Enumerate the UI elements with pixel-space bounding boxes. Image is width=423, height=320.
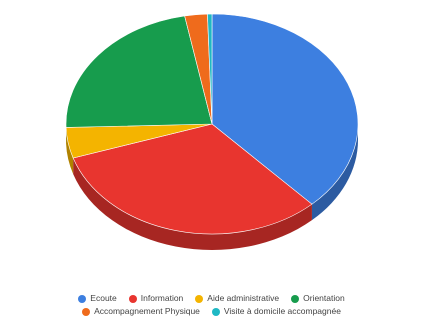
legend-swatch-accompagnement-physique (82, 307, 91, 316)
pie-chart (65, 13, 359, 250)
pie-slice-orientation[interactable] (65, 15, 213, 128)
pie-side-aide-administrative (66, 127, 74, 174)
legend-swatch-information (128, 294, 137, 303)
legend-row-1: Ecoute Information Aide administrative O… (0, 293, 423, 304)
pie-slice-ecoute[interactable] (211, 13, 359, 205)
legend-row-2: Accompagnement Physique Visite à domicil… (0, 306, 423, 317)
legend-label-visite-domicile: Visite à domicile accompagnée (223, 306, 341, 316)
legend-item-orientation[interactable]: Orientation (291, 293, 345, 304)
legend-item-information[interactable]: Information (128, 293, 184, 304)
legend-item-ecoute[interactable]: Ecoute (78, 293, 117, 304)
legend-label-ecoute: Ecoute (90, 293, 117, 303)
legend-swatch-orientation (291, 294, 300, 303)
legend-swatch-visite-domicile (211, 307, 220, 316)
legend-label-orientation: Orientation (303, 293, 345, 303)
legend-label-aide-administrative: Aide administrative (207, 293, 280, 303)
pie-slice-visite-a-domicile-accompagnee[interactable] (207, 13, 213, 125)
legend-swatch-aide-administrative (195, 294, 204, 303)
pie-side-information (73, 157, 312, 250)
legend-item-aide-administrative[interactable]: Aide administrative (195, 293, 279, 304)
pie-slice-information[interactable] (72, 123, 313, 235)
legend-label-information: Information (140, 293, 184, 303)
legend-swatch-ecoute (78, 294, 87, 303)
pie-side-ecoute (311, 124, 358, 221)
legend-item-accompagnement-physique[interactable]: Accompagnement Physique (82, 306, 200, 317)
legend-item-visite-domicile[interactable]: Visite à domicile accompagnée (211, 306, 341, 317)
legend-label-accompagnement-physique: Accompagnement Physique (94, 306, 200, 316)
